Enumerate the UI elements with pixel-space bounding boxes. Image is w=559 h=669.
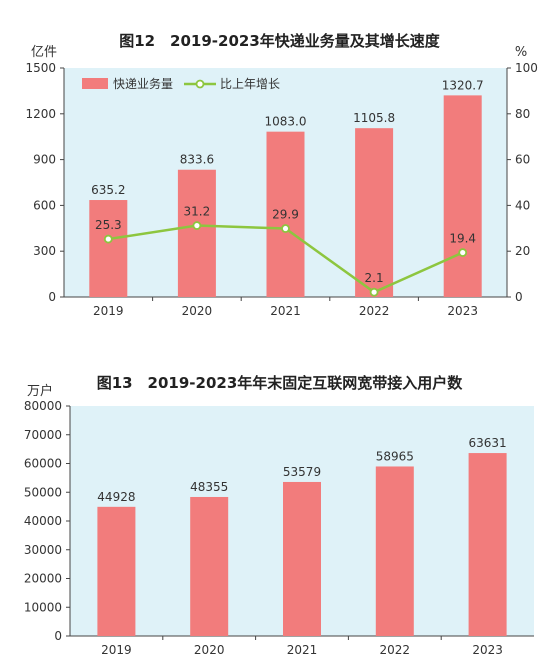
chart13-x-tick-label: 2022 [380,643,411,657]
chart13-y-tick-label: 70000 [24,428,62,442]
chart12-left-tick-label: 0 [48,290,56,304]
chart13-y-tick-label: 30000 [24,543,62,557]
chart12-right-tick-label: 0 [515,290,523,304]
chart12-bar [355,128,394,297]
chart13-y-tick-label: 0 [54,629,62,643]
chart13-y-tick-label: 10000 [24,600,62,614]
chart12-growth-value-label: 2.1 [365,271,384,285]
chart13-bar [190,496,229,636]
chart13-x-tick-label: 2023 [472,643,503,657]
chart12-left-tick-label: 900 [33,153,56,167]
chart12-left-tick-label: 1500 [25,61,56,75]
chart13-y-axis-unit: 万户 [27,383,53,399]
chart13-svg: 万户 0 10000 20000 30000 40000 50000 60000 70000 80… [24,383,534,657]
chart12-bar-value-label: 635.2 [91,183,125,197]
chart13-bar-value-label: 44928 [97,490,135,504]
chart13-bar-value-label: 53579 [283,465,321,479]
chart12-bar [266,131,305,297]
chart13-bar [283,481,321,636]
chart12-bar-value-label: 1105.8 [353,111,395,125]
chart12-x-tick-label: 2020 [182,304,213,318]
chart13-x-tick-label: 2020 [194,643,225,657]
chart12-left-axis-unit: 亿件 [31,45,57,60]
chart12-growth-value-label: 25.3 [95,218,122,232]
chart13-bar-value-label: 58965 [376,449,414,463]
chart12-right-tick-label: 40 [515,198,530,212]
chart12-legend-bar-swatch [82,78,108,89]
chart12-x-tick-label: 2023 [447,304,478,318]
chart12-growth-value-label: 31.2 [184,205,211,219]
chart12-growth-value-label: 19.4 [449,232,476,246]
chart12-right-tick-label: 60 [515,153,530,167]
chart12-growth-point [369,287,379,297]
chart13-bar [375,466,414,636]
chart13-y-tick-label: 20000 [24,572,62,586]
chart13-y-tick-label: 50000 [24,485,62,499]
chart13-y-tick-label: 40000 [24,514,62,528]
chart13-x-tick-label: 2019 [101,643,132,657]
chart12-right-tick-label: 100 [515,61,538,75]
chart12-bar [177,169,216,297]
chart12-growth-point [458,248,468,257]
chart13-bar [468,453,507,636]
chart12-legend-bar-label: 快递业务量 [113,76,173,91]
chart12-growth-point [281,224,290,233]
chart12-left-tick-label: 300 [33,244,56,258]
chart12-right-axis-unit: % [515,45,527,60]
chart13-title: 图13 2019-2023年年末固定互联网宽带接入用户数 [96,374,463,392]
chart12-legend-line-marker [195,79,205,89]
chart12-left-tick-label: 1200 [25,107,56,121]
chart12-left-tick-label: 600 [33,198,56,212]
chart12-title: 图12 2019-2023年快递业务量及其增长速度 [119,32,440,50]
chart12-x-tick-label: 2019 [93,304,124,318]
chart13-y-tick-label: 80000 [24,399,62,413]
chart13-bar [97,506,136,636]
chart13-y-tick-label: 60000 [24,457,62,471]
chart12-x-tick-label: 2021 [270,304,301,318]
chart12-x-tick-label: 2022 [359,304,390,318]
chart12-growth-point [192,221,202,230]
chart13-bar-value-label: 63631 [469,436,507,450]
chart12-bar-value-label: 1320.7 [442,78,484,92]
chart12-bar-value-label: 833.6 [180,153,214,167]
chart12-legend-line-label: 比上年增长 [220,77,280,91]
chart12-bar-value-label: 1083.0 [265,115,307,129]
chart12-svg: 亿件 % 0 300 600 900 1200 1500 0 20 40 60 80 100 2019 202… [25,45,538,318]
chart12-growth-value-label: 29.9 [272,208,299,222]
chart13-bar-value-label: 48355 [190,480,228,494]
chart12-growth-point [103,234,113,244]
chart12-right-tick-label: 80 [515,107,530,121]
chart12-right-tick-label: 20 [515,244,530,258]
chart13-x-tick-label: 2021 [287,643,318,657]
chart12-bar [89,200,128,297]
chart12-bar [443,95,482,297]
